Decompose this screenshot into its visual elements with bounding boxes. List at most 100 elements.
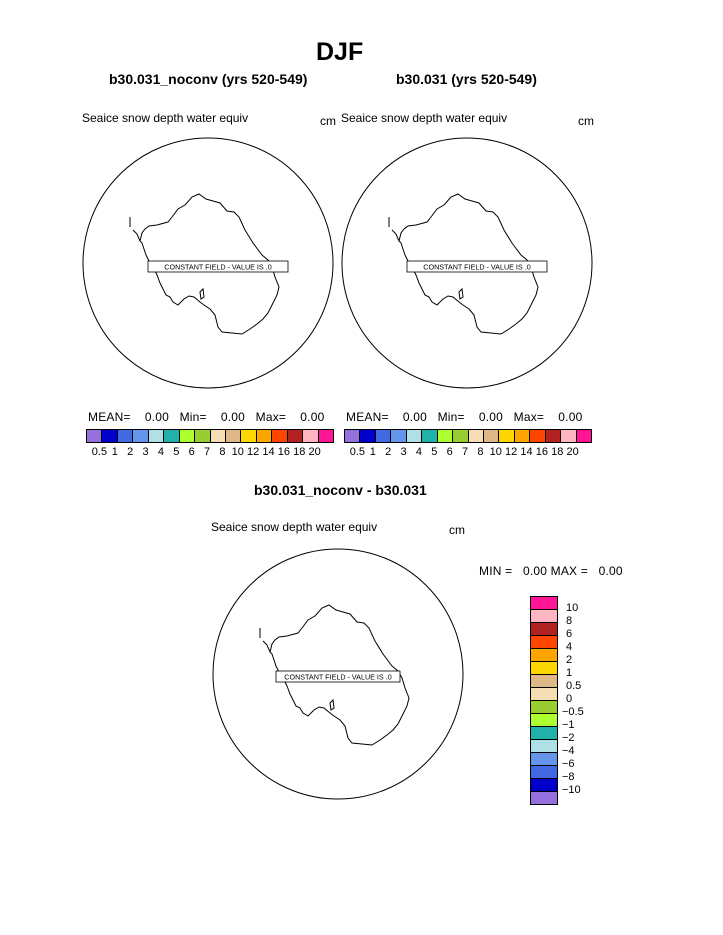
- page-title: DJF: [316, 38, 364, 66]
- colorbar-swatch: [530, 430, 546, 442]
- diff-colorbar-tick-label: 0: [566, 693, 573, 705]
- diff-panel-subtitle: b30.031_noconv - b30.031: [254, 482, 427, 498]
- diff-colorbar-swatch: [531, 753, 557, 766]
- diff-colorbar-swatch: [531, 766, 557, 779]
- panel-2-subtitle: b30.031 (yrs 520-549): [396, 71, 537, 87]
- diff-colorbar-swatch: [531, 714, 557, 727]
- min-label: MIN =: [479, 564, 513, 578]
- colorbar-tick-label: 16: [535, 446, 548, 458]
- diff-colorbar-swatch: [531, 727, 557, 740]
- colorbar-swatch: [117, 430, 134, 442]
- panel-2-stats: MEAN= 0.00 Min= 0.00 Max= 0.00: [346, 410, 582, 424]
- diff-colorbar-swatch: [531, 662, 557, 675]
- colorbar-swatch: [514, 430, 531, 442]
- colorbar-tick-label: 6: [446, 446, 453, 458]
- colorbar-swatch: [287, 430, 304, 442]
- colorbar-tick-label: 6: [188, 446, 195, 458]
- colorbar-tick-label: 12: [247, 446, 260, 458]
- panel-2-units: cm: [578, 114, 594, 128]
- diff-colorbar-swatch: [531, 597, 557, 610]
- diff-colorbar-swatch: [531, 779, 557, 792]
- panel-1-field-label: Seaice snow depth water equiv: [82, 111, 249, 125]
- colorbar-tick-label: 3: [400, 446, 407, 458]
- colorbar-swatch: [468, 430, 484, 442]
- colorbar-swatch: [576, 430, 591, 442]
- colorbar-swatch: [406, 430, 423, 442]
- diff-colorbar-tick-label: 2: [566, 654, 573, 666]
- colorbar-swatch: [272, 430, 288, 442]
- max-label: MAX =: [550, 564, 589, 578]
- colorbar-swatch: [210, 430, 226, 442]
- max-label: Max=: [513, 410, 545, 424]
- antarctica-coastline: [269, 604, 410, 746]
- colorbar-tick-label: 20: [566, 446, 579, 458]
- colorbar-swatch: [499, 430, 515, 442]
- max-value: 0.00: [598, 564, 623, 578]
- diff-colorbar-swatch: [531, 701, 557, 714]
- mean-value: 0.00: [144, 410, 169, 424]
- constant-field-box: [406, 260, 548, 273]
- diff-colorbar-tick-label: −4: [562, 745, 575, 757]
- colorbar-swatch: [360, 430, 376, 442]
- colorbar-tick-label: 10: [489, 446, 502, 458]
- diff-colorbar-labels: 10 8 6 4 2 1 0.5 0 −0.5 −1 −2 −4 −6 −8 −10: [562, 596, 606, 806]
- panel-1-subtitle: b30.031_noconv (yrs 520-549): [109, 71, 308, 87]
- panel-1-colorbar: [86, 429, 334, 443]
- constant-field-box: [275, 670, 401, 683]
- mean-value: 0.00: [402, 410, 427, 424]
- max-label: Max=: [255, 410, 287, 424]
- colorbar-tick-label: 10: [231, 446, 244, 458]
- max-value: 0.00: [558, 410, 583, 424]
- colorbar-tick-label: 20: [308, 446, 321, 458]
- colorbar-swatch: [225, 430, 242, 442]
- min-label: Min=: [179, 410, 207, 424]
- diff-colorbar-swatch: [531, 688, 557, 701]
- colorbar-tick-label: 14: [262, 446, 275, 458]
- diff-colorbar-swatch: [531, 740, 557, 753]
- colorbar-tick-label: 12: [505, 446, 518, 458]
- diff-colorbar-swatch: [531, 792, 557, 804]
- colorbar-tick-label: 7: [203, 446, 211, 458]
- colorbar-swatch: [164, 430, 180, 442]
- colorbar-swatch: [345, 430, 361, 442]
- colorbar-swatch: [318, 430, 333, 442]
- diff-colorbar-tick-label: −6: [562, 758, 575, 770]
- diff-colorbar-tick-label: 8: [566, 615, 573, 627]
- min-value: 0.00: [220, 410, 246, 424]
- colorbar-tick-label: 14: [520, 446, 533, 458]
- constant-field-text: CONSTANT FIELD - VALUE IS .0: [423, 263, 530, 272]
- colorbar-swatch: [195, 430, 211, 442]
- panel-1-stats: MEAN= 0.00 Min= 0.00 Max= 0.00: [88, 410, 324, 424]
- colorbar-tick-label: 18: [293, 446, 306, 458]
- colorbar-tick-label: 0.5: [349, 446, 366, 458]
- colorbar-tick-label: 3: [142, 446, 149, 458]
- diff-colorbar-tick-label: 0.5: [566, 680, 582, 692]
- diff-panel-field-label: Seaice snow depth water equiv: [211, 520, 378, 534]
- colorbar-swatch: [148, 430, 165, 442]
- colorbar-tick-label: 1: [369, 446, 376, 458]
- colorbar-tick-label: 8: [219, 446, 226, 458]
- colorbar-swatch: [241, 430, 257, 442]
- colorbar-swatch: [453, 430, 469, 442]
- diff-colorbar-tick-label: −0.5: [562, 706, 584, 718]
- colorbar-swatch: [422, 430, 438, 442]
- colorbar-tick-label: 2: [127, 446, 134, 458]
- diff-colorbar-swatch: [531, 649, 557, 662]
- panel-2-field-label: Seaice snow depth water equiv: [341, 111, 508, 125]
- colorbar-swatch: [483, 430, 500, 442]
- colorbar-swatch: [437, 430, 454, 442]
- colorbar-tick-label: 5: [431, 446, 438, 458]
- colorbar-tick-label: 18: [551, 446, 564, 458]
- colorbar-swatch: [375, 430, 392, 442]
- colorbar-tick-label: 0.5: [91, 446, 108, 458]
- min-value: 0.00: [522, 564, 548, 578]
- diff-colorbar-tick-label: −8: [562, 771, 575, 783]
- panel-2-map: CONSTANT FIELD - VALUE IS .0: [341, 137, 593, 389]
- colorbar-tick-label: 4: [157, 446, 164, 458]
- diff-colorbar-tick-label: −10: [562, 784, 581, 796]
- diff-colorbar-tick-label: −2: [562, 732, 575, 744]
- mean-label: MEAN=: [346, 410, 389, 424]
- colorbar-swatch: [303, 430, 319, 442]
- diff-colorbar-swatch: [531, 675, 557, 688]
- panel-1-map: CONSTANT FIELD - VALUE IS .0: [82, 137, 334, 389]
